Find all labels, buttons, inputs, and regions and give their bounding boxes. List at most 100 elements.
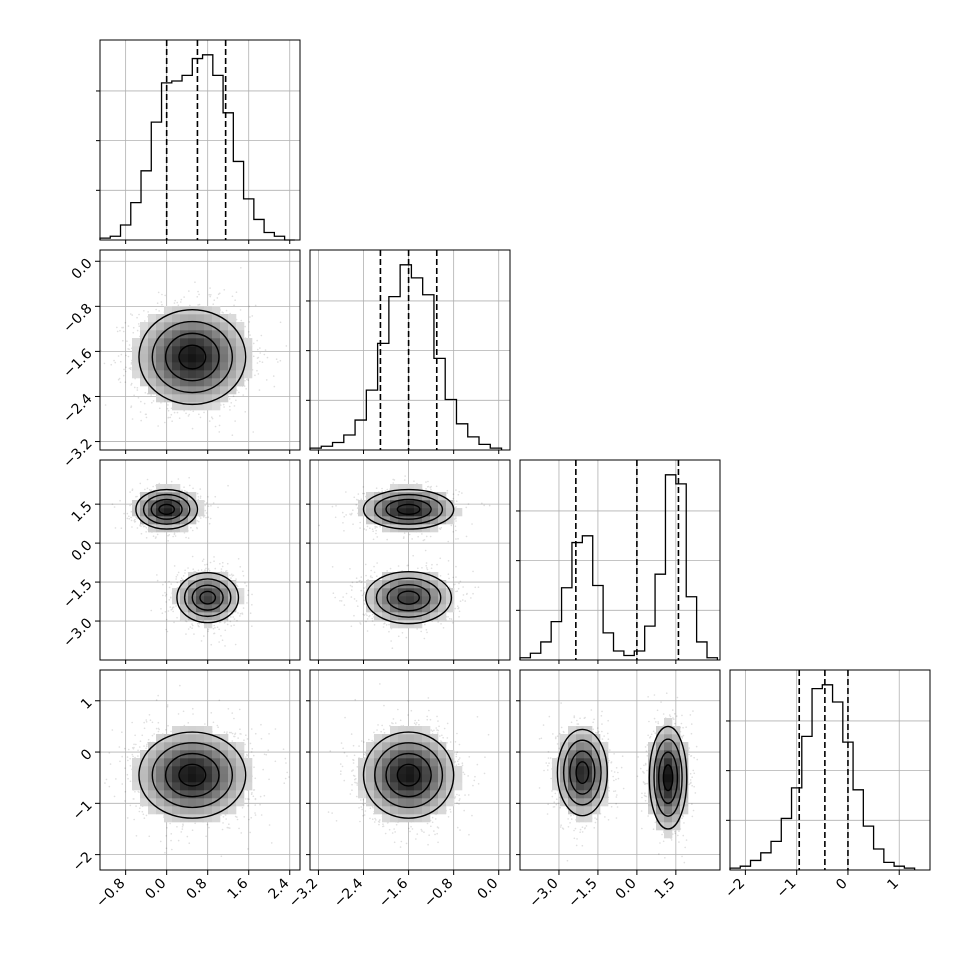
density-cell (148, 500, 157, 509)
density-cell (180, 758, 189, 767)
density-cell (398, 774, 407, 783)
density-cell (414, 742, 423, 751)
density-cell (148, 806, 157, 815)
density-cell (236, 750, 245, 759)
density-cell (180, 790, 189, 799)
density-cell (196, 500, 205, 509)
density-cell (600, 774, 609, 783)
density-cell (406, 612, 415, 621)
density-cell (398, 492, 407, 501)
density-cell (148, 370, 157, 379)
density-cell (584, 814, 593, 823)
density-cell (382, 524, 391, 533)
density-cell (164, 734, 173, 743)
density-cell (422, 790, 431, 799)
density-cell (236, 362, 245, 371)
contour (164, 332, 220, 382)
density-cell (188, 354, 197, 363)
density-cell (204, 790, 213, 799)
density-cell (366, 750, 375, 759)
density-cell (164, 330, 173, 339)
density-cell (664, 814, 673, 823)
density-cell (374, 806, 383, 815)
density-cell (188, 742, 197, 751)
density-cell (156, 394, 165, 403)
contour (138, 309, 247, 406)
density-cell (140, 346, 149, 355)
density-cell (180, 612, 189, 621)
density-cell (414, 758, 423, 767)
density-cell (164, 314, 173, 323)
density-cell (148, 330, 157, 339)
density-cell (398, 790, 407, 799)
density-cell (398, 500, 407, 509)
density-cell (454, 782, 463, 791)
density-cell (446, 798, 455, 807)
density-cell (172, 314, 181, 323)
density-cell (212, 306, 221, 315)
density-cell (244, 774, 253, 783)
density-cell (664, 830, 673, 839)
density-cell (406, 492, 415, 501)
density-cell (172, 516, 181, 525)
density-cell (220, 774, 229, 783)
density-cell (422, 774, 431, 783)
density-cell (600, 750, 609, 759)
density-cell (656, 798, 665, 807)
density-cell (414, 726, 423, 735)
density-cell (584, 790, 593, 799)
y-tick-label: −0.8 (60, 301, 95, 336)
density-cell (164, 798, 173, 807)
density-cell (592, 798, 601, 807)
density-cell (358, 758, 367, 767)
density-cell (446, 596, 455, 605)
density-cell (204, 580, 213, 589)
density-cell (196, 572, 205, 581)
density-cell (576, 734, 585, 743)
density-cell (172, 734, 181, 743)
density-cell (204, 378, 213, 387)
density-cell (220, 604, 229, 613)
density-cell (576, 798, 585, 807)
density-cell (576, 742, 585, 751)
density-cell (244, 354, 253, 363)
density-cell (390, 612, 399, 621)
density-cell (568, 766, 577, 775)
density-cell (422, 742, 431, 751)
density-cell (180, 314, 189, 323)
scatter-panel (99, 669, 301, 871)
density-cell (188, 500, 197, 509)
density-cell (228, 790, 237, 799)
density-cell (172, 354, 181, 363)
density-cell (188, 798, 197, 807)
density-cell (422, 782, 431, 791)
density-cell (228, 386, 237, 395)
contour (396, 763, 421, 787)
panel-content (100, 460, 300, 660)
density-cell (446, 604, 455, 613)
density-cell (374, 774, 383, 783)
panel-frame (309, 249, 511, 451)
density-cell (196, 766, 205, 775)
density-cell (366, 758, 375, 767)
density-cell (366, 782, 375, 791)
density-cell (406, 734, 415, 743)
density-cell (148, 782, 157, 791)
density-cell (236, 346, 245, 355)
density-cell (172, 782, 181, 791)
density-cell (140, 322, 149, 331)
x-tick-label: 1.5 (652, 876, 679, 903)
x-tick-label: 1.6 (224, 875, 251, 902)
density-cell (446, 758, 455, 767)
density-cell (196, 782, 205, 791)
density-cell (220, 588, 229, 597)
contour (385, 752, 432, 798)
density-cell (374, 734, 383, 743)
density-cell (188, 734, 197, 743)
density-cell (140, 774, 149, 783)
density-cell (188, 588, 197, 597)
density-cell (374, 790, 383, 799)
density-cell (406, 766, 415, 775)
density-cell (366, 580, 375, 589)
density-cell (196, 394, 205, 403)
